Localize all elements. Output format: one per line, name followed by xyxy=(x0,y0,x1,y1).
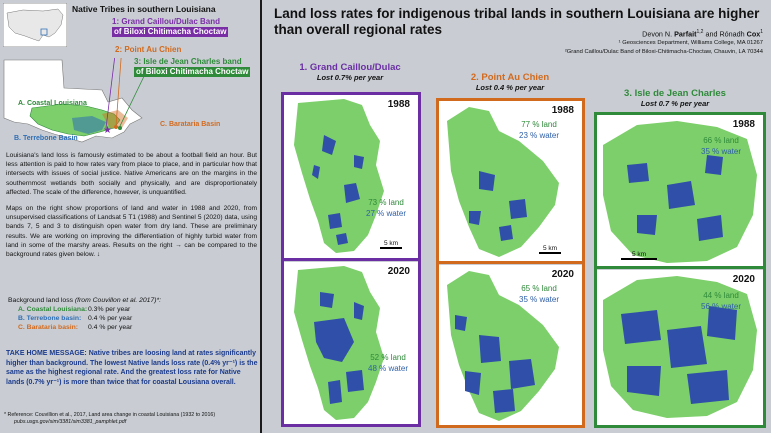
year-label: 1988 xyxy=(549,105,576,116)
basin-rate: 0.3% per year xyxy=(88,306,131,313)
background-rate-row: C. Barataria basin: 0.4 % per year xyxy=(8,323,258,332)
land-water-percent: 66 % land 35 % water xyxy=(701,136,742,156)
background-rate-row: B. Terrebone basin: 0.4 % per year xyxy=(8,314,258,323)
scale-bar: 5 km xyxy=(621,251,657,261)
reference: * Reference: Couvillion et al., 2017, La… xyxy=(4,412,216,425)
year-label: 2020 xyxy=(730,274,757,285)
affiliation-2: ²Grand Caillou/Dulac Band of Biloxi-Chit… xyxy=(564,48,763,55)
methods-paragraph: Maps on the right show proportions of la… xyxy=(6,205,257,259)
intro-text: Louisiana's land loss is famously estima… xyxy=(6,151,257,266)
divider xyxy=(597,266,763,269)
scale-bar: 5 km xyxy=(380,240,402,250)
basin-label-terrebonne: B. Terrebone Basin xyxy=(14,135,78,142)
land-water-map xyxy=(603,121,757,263)
column-heading-grand-caillou: 1. Grand Caillou/Dulac Lost 0.7% per yea… xyxy=(299,62,401,82)
author-line: Devon N. Parfait1,2 and Rónadh Cox1 xyxy=(642,29,763,39)
basin-name: A. Coastal Louisiana: xyxy=(18,306,88,313)
basin-name: C. Barataria basin: xyxy=(18,324,79,331)
basin-rate: 0.4 % per year xyxy=(88,324,133,331)
authors-block: Devon N. Parfait1,2 and Rónadh Cox1 ¹ Ge… xyxy=(565,28,763,56)
map-panel-isle-de-jean-charles-1988: 1988 66 % land 35 % water 5 km xyxy=(597,115,763,266)
tribe-label-isle-de-jean-charles: 3: Isle de Jean Charles band of Biloxi C… xyxy=(134,57,251,77)
land-water-percent: 77 % land 23 % water xyxy=(519,120,560,140)
divider xyxy=(439,261,582,264)
year-label: 2020 xyxy=(385,266,412,277)
poster-header: Land loss rates for indigenous tribal la… xyxy=(264,0,771,55)
background-rate-list: A. Coastal Louisiana: 0.3% per year B. Ter… xyxy=(8,305,258,332)
background-source: (from Couvillon et al. 2017)*: xyxy=(74,297,162,304)
affiliation-1: ¹ Geosciences Department, Williams Colle… xyxy=(618,39,763,46)
column-frame-grand-caillou xyxy=(281,92,421,427)
column-frame-point-au-chien xyxy=(436,98,585,428)
basin-label-barataria: C. Barataria Basin xyxy=(160,121,221,128)
poster-title: Land loss rates for indigenous tribal la… xyxy=(274,6,760,37)
tribe-label-point-au-chien: 2: Point Au Chien xyxy=(115,45,182,54)
map-title: Native Tribes in southern Louisiana xyxy=(72,4,216,14)
tribe-label-grand-caillou: 1: Grand Caillou/Dulac Band of Biloxi Ch… xyxy=(112,17,229,37)
louisiana-map: ★ xyxy=(3,58,149,143)
land-water-percent: 44 % land 56 % water xyxy=(701,291,742,311)
land-water-percent: 73 % land 27 % water xyxy=(366,198,407,218)
land-water-percent: 65 % land 35 % water xyxy=(519,284,560,304)
land-water-map xyxy=(447,271,559,421)
basin-name: B. Terrebone basin: xyxy=(18,315,82,322)
column-heading-point-au-chien: 2. Point Au Chien Lost 0.4 % per year xyxy=(470,72,550,92)
map-panel-grand-caillou-2020: 2020 52 % land 48 % water xyxy=(284,262,418,424)
land-water-map xyxy=(447,107,559,257)
year-label: 2020 xyxy=(549,269,576,280)
scale-bar: 5 km xyxy=(539,245,561,255)
map-panel-point-au-chien-2020: 2020 65 % land 35 % water xyxy=(439,265,582,425)
map-panel-isle-de-jean-charles-2020: 2020 44 % land 56 % water xyxy=(597,270,763,425)
map-panel-point-au-chien-1988: 1988 77 % land 23 % water 5 km xyxy=(439,101,582,261)
background-heading: Background land loss xyxy=(8,297,73,304)
left-panel: Native Tribes in southern Louisiana ★ 1:… xyxy=(0,0,262,433)
year-label: 1988 xyxy=(730,119,757,130)
land-water-percent: 52 % land 48 % water xyxy=(368,353,409,373)
column-heading-isle-de-jean-charles: 3. Isle de Jean Charles Lost 0.7 % per y… xyxy=(624,88,726,108)
land-water-map xyxy=(294,99,384,253)
divider xyxy=(284,258,418,261)
us-inset-map xyxy=(3,3,67,47)
intro-paragraph: Louisiana's land loss is famously estima… xyxy=(6,152,257,196)
background-rates: Background land loss (from Couvillon et … xyxy=(8,296,258,332)
basin-rate: 0.4 % per year xyxy=(88,315,133,322)
year-label: 1988 xyxy=(385,99,412,110)
background-rate-row: A. Coastal Louisiana: 0.3% per year xyxy=(8,305,258,314)
basin-label-coastal: A. Coastal Louisiana xyxy=(18,100,87,107)
map-panel-grand-caillou-1988: 1988 73 % land 27 % water 5 km xyxy=(284,95,418,258)
take-home-message: TAKE HOME MESSAGE: Native tribes are loo… xyxy=(6,350,258,386)
column-frame-isle-de-jean-charles xyxy=(594,112,766,428)
land-water-map xyxy=(294,266,384,420)
land-water-map xyxy=(603,276,757,418)
svg-text:★: ★ xyxy=(103,125,112,136)
